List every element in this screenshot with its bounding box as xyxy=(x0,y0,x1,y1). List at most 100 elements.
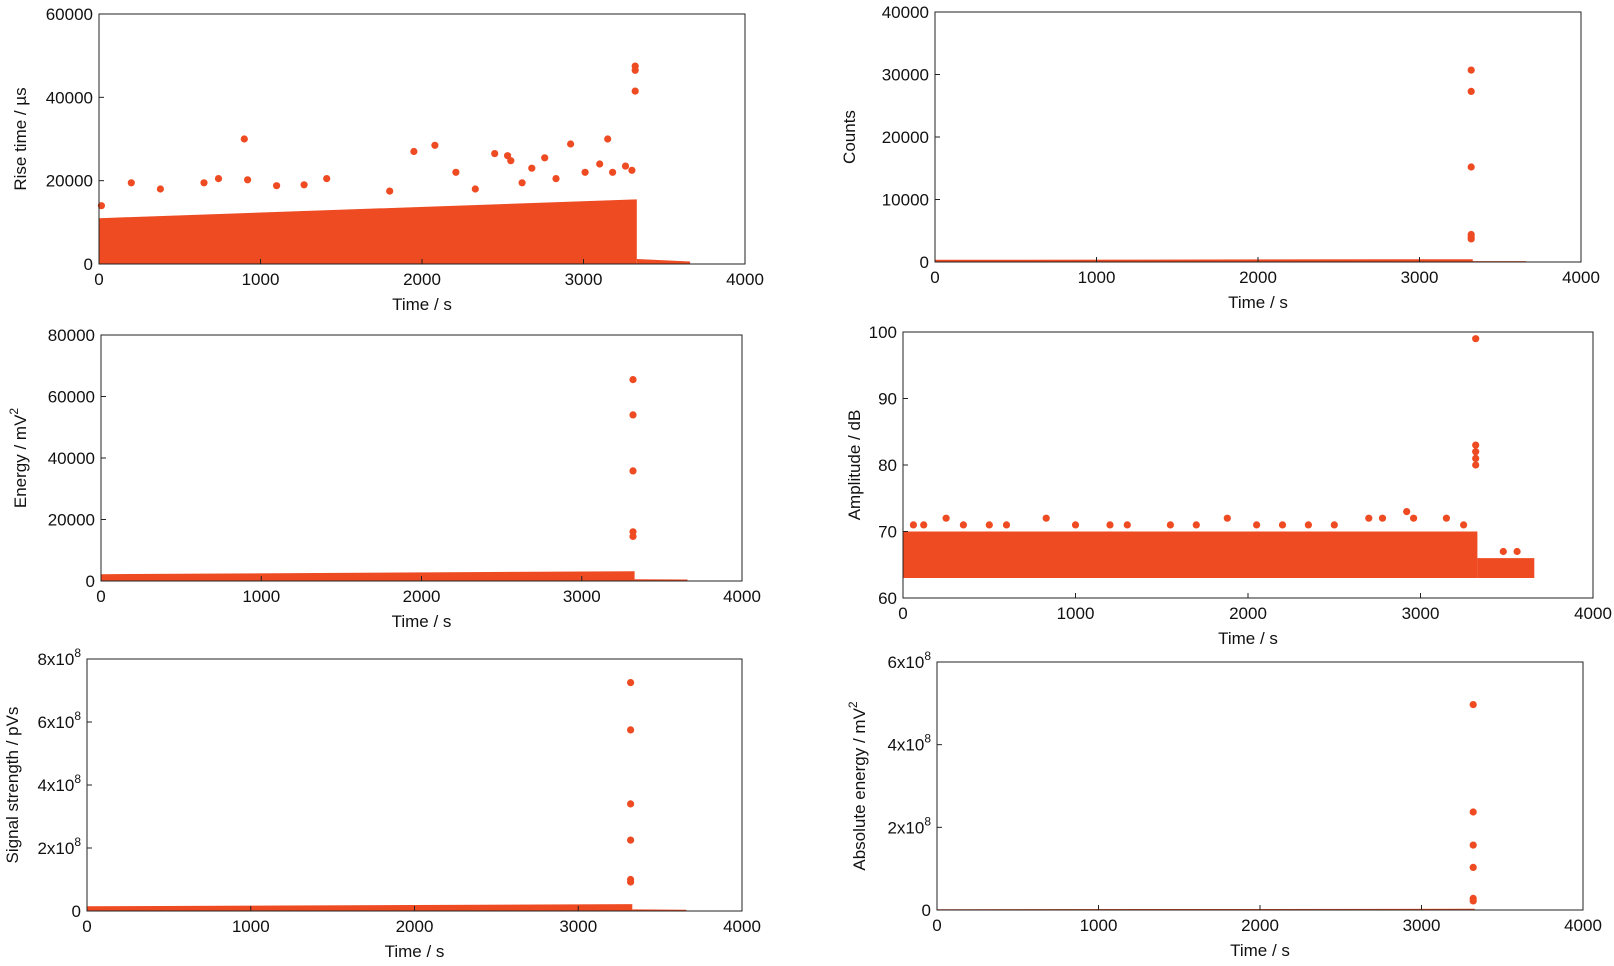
y-axis-label: Rise time / µs xyxy=(11,87,30,190)
data-point xyxy=(1467,163,1475,171)
data-point xyxy=(491,150,499,158)
data-point xyxy=(631,66,639,74)
data-band-1 xyxy=(99,199,637,264)
data-point xyxy=(273,182,281,190)
data-point xyxy=(1467,235,1475,243)
data-point xyxy=(1467,66,1475,74)
data-point xyxy=(1469,808,1477,816)
y-tick-label: 2x108 xyxy=(887,814,931,837)
data-point xyxy=(1469,863,1477,872)
data-point xyxy=(156,185,164,193)
x-tick-label: 2000 xyxy=(403,270,441,289)
x-tick-label: 0 xyxy=(898,604,907,623)
y-tick-label: 20000 xyxy=(46,172,93,191)
data-point xyxy=(1278,521,1287,529)
data-point xyxy=(1403,508,1411,516)
data-point xyxy=(629,467,637,475)
x-tick-label: 3000 xyxy=(563,587,601,606)
data-point xyxy=(1123,521,1131,529)
y-axis-label: Absolute energy / mV2 xyxy=(846,701,869,871)
x-axis-label: Time / s xyxy=(392,612,452,631)
x-tick-label: 3000 xyxy=(565,270,603,289)
data-point xyxy=(1472,454,1480,462)
data-point xyxy=(528,164,536,172)
data-band-1 xyxy=(87,904,633,911)
data-point xyxy=(627,800,635,808)
data-point xyxy=(1472,335,1480,343)
data-point xyxy=(518,179,526,187)
x-tick-label: 4000 xyxy=(1562,268,1600,287)
data-point xyxy=(1410,514,1418,522)
data-point xyxy=(627,878,635,886)
data-point xyxy=(1106,521,1114,529)
x-tick-label: 2000 xyxy=(1229,604,1267,623)
y-axis-label: Signal strength / pVs xyxy=(3,707,22,864)
data-point xyxy=(621,162,630,170)
x-tick-label: 0 xyxy=(82,917,91,936)
y-tick-label: 60 xyxy=(878,589,897,608)
data-point xyxy=(920,521,928,529)
y-tick-label: 20000 xyxy=(882,128,929,147)
y-tick-label: 40000 xyxy=(48,449,95,468)
data-point xyxy=(1467,87,1475,95)
y-tick-label: 0 xyxy=(72,902,81,921)
data-point xyxy=(127,179,135,187)
data-point xyxy=(985,521,993,529)
x-tick-label: 3000 xyxy=(1402,604,1440,623)
y-tick-label: 30000 xyxy=(882,66,929,85)
data-point xyxy=(1365,514,1373,522)
data-point xyxy=(567,140,575,148)
x-axis-label: Time / s xyxy=(1218,629,1278,648)
x-tick-label: 4000 xyxy=(723,587,761,606)
x-tick-label: 1000 xyxy=(242,587,280,606)
data-point xyxy=(300,181,308,189)
data-band-1 xyxy=(935,259,1473,262)
x-tick-label: 3000 xyxy=(1403,916,1441,935)
data-point xyxy=(240,135,248,143)
y-tick-label: 0 xyxy=(922,901,931,920)
x-tick-label: 4000 xyxy=(723,917,761,936)
data-point xyxy=(1071,521,1080,529)
x-tick-label: 2000 xyxy=(396,917,434,936)
data-point xyxy=(1469,841,1477,849)
y-tick-label: 40000 xyxy=(46,88,93,107)
data-point xyxy=(552,175,560,183)
y-tick-label: 4x108 xyxy=(37,772,81,795)
x-tick-label: 1000 xyxy=(242,270,280,289)
y-tick-label: 10000 xyxy=(882,191,929,210)
y-axis-label: Counts xyxy=(840,110,859,164)
data-point xyxy=(410,147,418,156)
x-tick-label: 0 xyxy=(96,587,105,606)
data-point xyxy=(1472,441,1480,449)
data-point xyxy=(541,154,549,162)
data-point xyxy=(507,157,515,165)
x-axis-label: Time / s xyxy=(392,295,452,314)
data-point xyxy=(323,175,331,183)
data-point xyxy=(1472,448,1480,456)
data-band-2 xyxy=(636,259,691,264)
data-band-2 xyxy=(1477,558,1535,578)
chart-panel-3: 0 1000 2000 3000 4000020000400006000080000Ti… xyxy=(7,326,761,631)
data-point xyxy=(609,168,617,176)
x-tick-label: 3000 xyxy=(1401,268,1439,287)
data-point xyxy=(1513,547,1521,556)
data-band-1 xyxy=(101,571,635,581)
data-point xyxy=(1304,521,1312,529)
data-point xyxy=(1469,701,1477,709)
data-point xyxy=(471,185,479,193)
y-tick-label: 0 xyxy=(86,572,95,591)
data-point xyxy=(628,166,636,174)
y-tick-label: 60000 xyxy=(48,388,95,407)
data-point xyxy=(1469,897,1477,905)
plot-frame xyxy=(100,334,743,582)
y-tick-label: 2x108 xyxy=(37,835,81,858)
x-axis-label: Time / s xyxy=(385,942,445,961)
y-tick-label: 90 xyxy=(878,390,897,409)
data-point xyxy=(1042,514,1050,522)
data-point xyxy=(431,141,439,149)
data-point xyxy=(1378,514,1387,522)
data-point xyxy=(627,679,635,687)
y-tick-label: 0 xyxy=(84,255,93,274)
